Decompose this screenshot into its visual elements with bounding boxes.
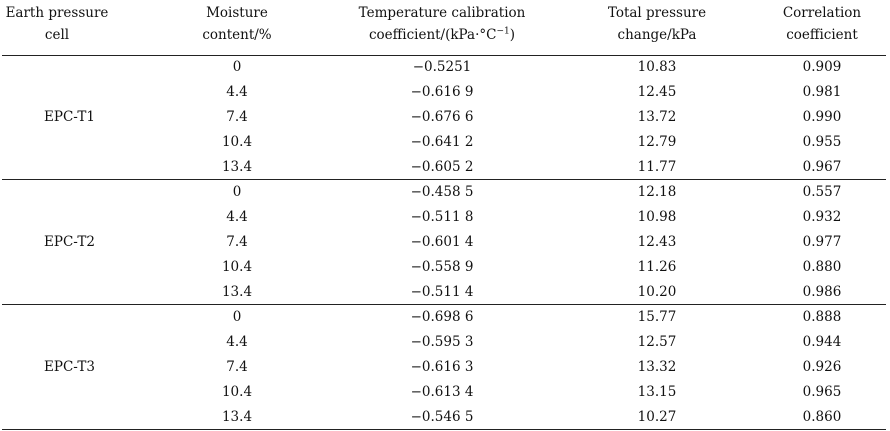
header-line: coefficient/(kPa·°C−1) xyxy=(327,24,557,46)
table-cell-moisture: 13.4 xyxy=(221,159,253,175)
group-label-cell: EPC-T3 xyxy=(44,359,95,375)
header-line: Total pressure xyxy=(607,5,707,21)
table-cell-total: 12.43 xyxy=(637,234,677,250)
table-cell-moisture: 4.4 xyxy=(226,334,248,350)
table-cell-corr: 0.990 xyxy=(802,109,842,125)
table-cell-total: 13.72 xyxy=(637,109,677,125)
table-cell-coef: −0.601 4 xyxy=(410,234,474,250)
table-cell-corr: 0.932 xyxy=(802,209,842,225)
header-line: Moisture xyxy=(206,5,268,21)
table-cell-total: 12.57 xyxy=(637,334,677,350)
group-label-cell: EPC-T2 xyxy=(44,234,95,250)
header-line-tail: ) xyxy=(509,27,516,43)
table-cell-coef: −0.558 9 xyxy=(410,259,474,275)
table-cell-corr: 0.860 xyxy=(802,409,842,425)
header-moisture-content: Moisture content/% xyxy=(182,2,292,54)
table-cell-corr: 0.888 xyxy=(802,309,842,325)
table-cell-coef: −0.595 3 xyxy=(410,334,474,350)
table-cell-moisture: 10.4 xyxy=(221,259,253,275)
table-cell-coef: −0.676 6 xyxy=(410,109,474,125)
header-line: Temperature calibration xyxy=(358,5,526,21)
table-cell-coef: −0.5251 xyxy=(412,59,472,75)
table-cell-coef: −0.605 2 xyxy=(410,159,474,175)
table-cell-moisture: 7.4 xyxy=(226,109,248,125)
table-cell-corr: 0.965 xyxy=(802,384,842,400)
table-cell-total: 11.77 xyxy=(637,159,677,175)
table-cell-total: 12.45 xyxy=(637,84,677,100)
table-cell-corr: 0.880 xyxy=(802,259,842,275)
table-cell-moisture: 10.4 xyxy=(221,134,253,150)
table-cell-corr: 0.926 xyxy=(802,359,842,375)
header-line: change/kPa xyxy=(617,27,697,43)
table-cell-total: 12.18 xyxy=(637,184,677,200)
header-line: coefficient xyxy=(786,27,858,43)
table-cell-total: 12.79 xyxy=(637,134,677,150)
table-cell-moisture: 0 xyxy=(232,309,242,325)
table-cell-coef: −0.641 2 xyxy=(410,134,474,150)
table-cell-corr: 0.986 xyxy=(802,284,842,300)
table-cell-moisture: 4.4 xyxy=(226,209,248,225)
table-cell-total: 15.77 xyxy=(637,309,677,325)
header-line: content/% xyxy=(202,27,272,43)
rule-table-bottom xyxy=(2,429,886,430)
table-cell-coef: −0.546 5 xyxy=(410,409,474,425)
table-cell-moisture: 13.4 xyxy=(221,409,253,425)
header-line: Correlation xyxy=(782,5,862,21)
table-cell-corr: 0.944 xyxy=(802,334,842,350)
table-cell-total: 10.83 xyxy=(637,59,677,75)
table-cell-moisture: 0 xyxy=(232,59,242,75)
table-cell-coef: −0.613 4 xyxy=(410,384,474,400)
group-label-cell: EPC-T1 xyxy=(44,109,95,125)
table-cell-coef: −0.616 9 xyxy=(410,84,474,100)
rule-group-2 xyxy=(2,304,886,305)
table-cell-coef: −0.458 5 xyxy=(410,184,474,200)
table-cell-corr: 0.955 xyxy=(802,134,842,150)
header-superscript: −1 xyxy=(496,26,510,37)
table-cell-coef: −0.511 8 xyxy=(410,209,474,225)
table-cell-coef: −0.698 6 xyxy=(410,309,474,325)
table-cell-total: 10.20 xyxy=(637,284,677,300)
table-cell-moisture: 4.4 xyxy=(226,84,248,100)
table-cell-moisture: 10.4 xyxy=(221,384,253,400)
table-cell-moisture: 7.4 xyxy=(226,234,248,250)
table-cell-moisture: 0 xyxy=(232,184,242,200)
table-cell-coef: −0.511 4 xyxy=(410,284,474,300)
table-cell-coef: −0.616 3 xyxy=(410,359,474,375)
table-cell-total: 11.26 xyxy=(637,259,677,275)
table-cell-total: 10.27 xyxy=(637,409,677,425)
table-cell-total: 10.98 xyxy=(637,209,677,225)
table-cell-total: 13.15 xyxy=(637,384,677,400)
table-cell-corr: 0.981 xyxy=(802,84,842,100)
table-cell-corr: 0.909 xyxy=(802,59,842,75)
table-cell-moisture: 13.4 xyxy=(221,284,253,300)
table-cell-corr: 0.967 xyxy=(802,159,842,175)
header-temperature-coefficient: Temperature calibration coefficient/(kPa… xyxy=(327,2,557,54)
header-correlation: Correlation coefficient xyxy=(762,2,882,54)
header-line-text: coefficient/(kPa·°C xyxy=(368,27,497,43)
header-line: Earth pressure xyxy=(5,5,109,21)
table-cell-total: 13.32 xyxy=(637,359,677,375)
rule-header-bottom xyxy=(2,55,886,56)
table-cell-corr: 0.557 xyxy=(802,184,842,200)
header-total-pressure: Total pressure change/kPa xyxy=(587,2,727,54)
rule-group-1 xyxy=(2,179,886,180)
table-cell-corr: 0.977 xyxy=(802,234,842,250)
table-cell-moisture: 7.4 xyxy=(226,359,248,375)
header-cell-earth-pressure-cell: Earth pressure cell xyxy=(2,2,112,54)
header-line: cell xyxy=(44,27,70,43)
